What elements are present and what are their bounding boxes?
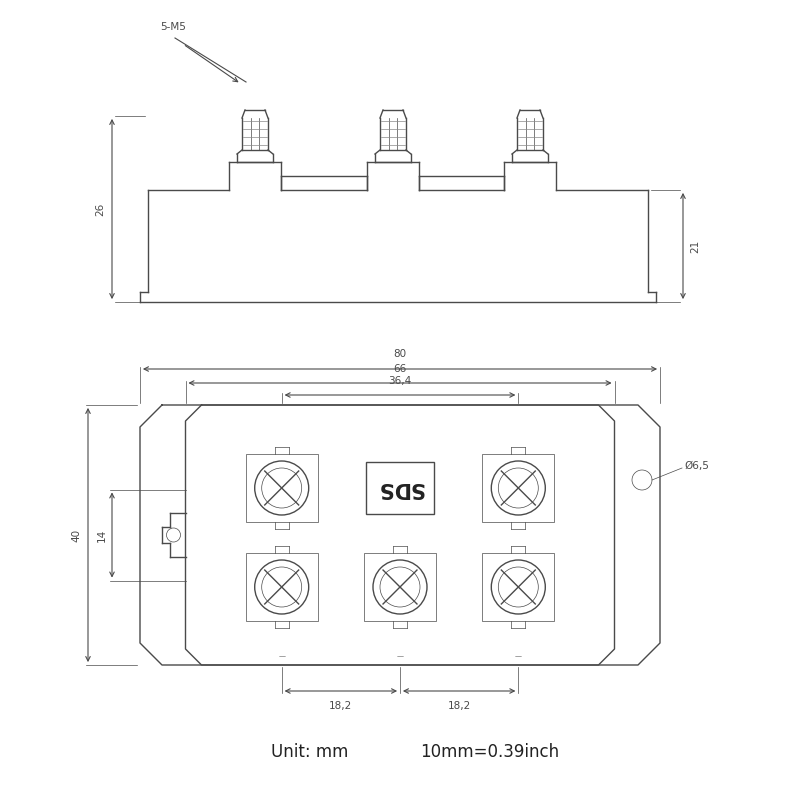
Text: 66: 66 bbox=[394, 364, 406, 374]
Text: 21: 21 bbox=[690, 239, 700, 253]
Bar bbox=[246, 454, 318, 522]
Bar bbox=[364, 553, 436, 621]
Text: 5-M5: 5-M5 bbox=[160, 22, 186, 32]
Text: SDS: SDS bbox=[376, 478, 424, 498]
Text: —: — bbox=[278, 653, 285, 659]
Text: 18,2: 18,2 bbox=[330, 701, 353, 711]
Text: 40: 40 bbox=[71, 529, 81, 542]
Text: 14: 14 bbox=[97, 528, 107, 542]
Text: —: — bbox=[515, 653, 522, 659]
Text: 18,2: 18,2 bbox=[447, 701, 470, 711]
Bar bbox=[482, 454, 554, 522]
Text: 80: 80 bbox=[394, 349, 406, 359]
Text: 36,4: 36,4 bbox=[388, 376, 412, 386]
Text: Unit: mm: Unit: mm bbox=[271, 743, 349, 761]
Text: —: — bbox=[397, 653, 403, 659]
Bar bbox=[482, 553, 554, 621]
Text: 10mm=0.39inch: 10mm=0.39inch bbox=[421, 743, 559, 761]
Bar bbox=[246, 553, 318, 621]
Text: 26: 26 bbox=[95, 202, 105, 216]
Text: Ø6,5: Ø6,5 bbox=[684, 461, 709, 471]
Bar bbox=[366, 462, 434, 514]
